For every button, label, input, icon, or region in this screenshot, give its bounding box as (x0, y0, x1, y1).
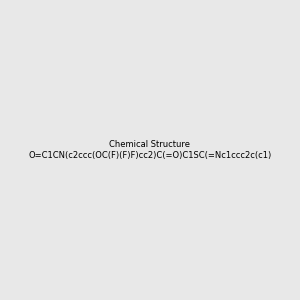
Text: Chemical Structure
O=C1CN(c2ccc(OC(F)(F)F)cc2)C(=O)C1SC(=Nc1ccc2c(c1): Chemical Structure O=C1CN(c2ccc(OC(F)(F)… (28, 140, 272, 160)
